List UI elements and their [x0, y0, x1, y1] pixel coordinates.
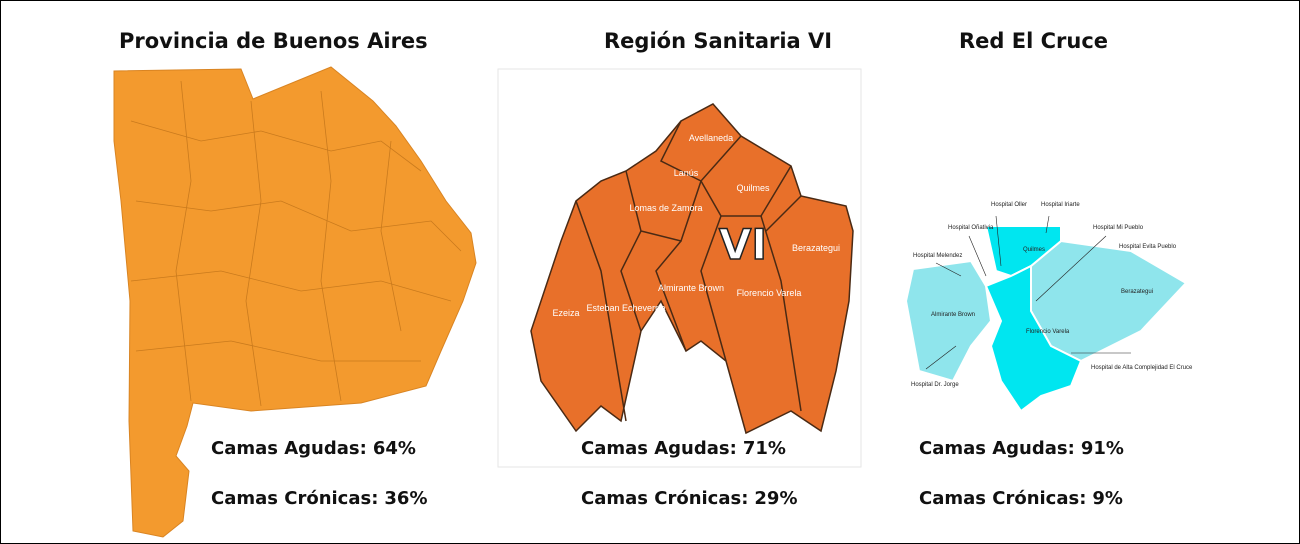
- almirante-brown: [906, 261, 991, 381]
- map-label: Hospital Oñativia: [948, 225, 994, 231]
- stat-value: 64%: [373, 438, 416, 459]
- panel-title: Red El Cruce: [959, 29, 1108, 53]
- stat: Camas Agudas: 91%: [919, 438, 1124, 459]
- berazategui: [1031, 241, 1186, 361]
- slide: Avellaneda Lanús Lomas de Zamora Quilmes…: [0, 0, 1300, 544]
- stat-label: Camas Agudas:: [581, 438, 737, 459]
- stat-label: Camas Agudas:: [211, 438, 367, 459]
- map-label: Hospital Mi Pueblo: [1093, 225, 1144, 231]
- map-label: Florencio Varela: [1026, 329, 1070, 335]
- map-label: Hospital de Alta Complejidad El Cruce: [1091, 365, 1193, 371]
- map-label: Berazategui: [792, 243, 840, 253]
- map-label: Hospital Oller: [991, 202, 1027, 208]
- stat-label: Camas Agudas:: [919, 438, 1075, 459]
- maps: Avellaneda Lanús Lomas de Zamora Quilmes…: [1, 1, 1299, 543]
- map-label: Hospital Dr. Jorge: [911, 382, 959, 388]
- map-label: Hospital Iriarte: [1041, 202, 1080, 208]
- stat-value: 9%: [1092, 488, 1123, 509]
- map-label: Ezeiza: [552, 308, 579, 318]
- stat: Camas Crónicas: 9%: [919, 488, 1123, 509]
- stat-label: Camas Crónicas:: [919, 488, 1086, 509]
- stat: Camas Crónicas: 29%: [581, 488, 798, 509]
- stat-label: Camas Crónicas:: [211, 488, 378, 509]
- stat-value: 71%: [743, 438, 786, 459]
- map-label: Lomas de Zamora: [629, 203, 702, 213]
- panel-title: Región Sanitaria VI: [604, 29, 832, 53]
- map-label: Lanús: [674, 168, 699, 178]
- map-label: Hospital Evita Pueblo: [1119, 244, 1177, 250]
- stat-value: 36%: [384, 488, 427, 509]
- province-map: [114, 67, 476, 537]
- stat-value: 91%: [1081, 438, 1124, 459]
- stat: Camas Agudas: 71%: [581, 438, 786, 459]
- map-label: Avellaneda: [689, 133, 733, 143]
- stat: Camas Crónicas: 36%: [211, 488, 428, 509]
- stat-value: 29%: [754, 488, 797, 509]
- map-label: Quilmes: [736, 183, 770, 193]
- map-label: Berazategui: [1121, 289, 1153, 295]
- map-label: Hospital Melendez: [913, 253, 962, 259]
- map-label: Esteban Echeverría: [586, 303, 665, 313]
- panel-title: Provincia de Buenos Aires: [119, 29, 428, 53]
- map-label: Almirante Brown: [931, 312, 975, 318]
- region-number: VI: [719, 220, 767, 269]
- stat-label: Camas Crónicas:: [581, 488, 748, 509]
- stat: Camas Agudas: 64%: [211, 438, 416, 459]
- map-label: Quilmes: [1023, 247, 1045, 253]
- map-label: Florencio Varela: [737, 288, 802, 298]
- map-label: Almirante Brown: [658, 283, 724, 293]
